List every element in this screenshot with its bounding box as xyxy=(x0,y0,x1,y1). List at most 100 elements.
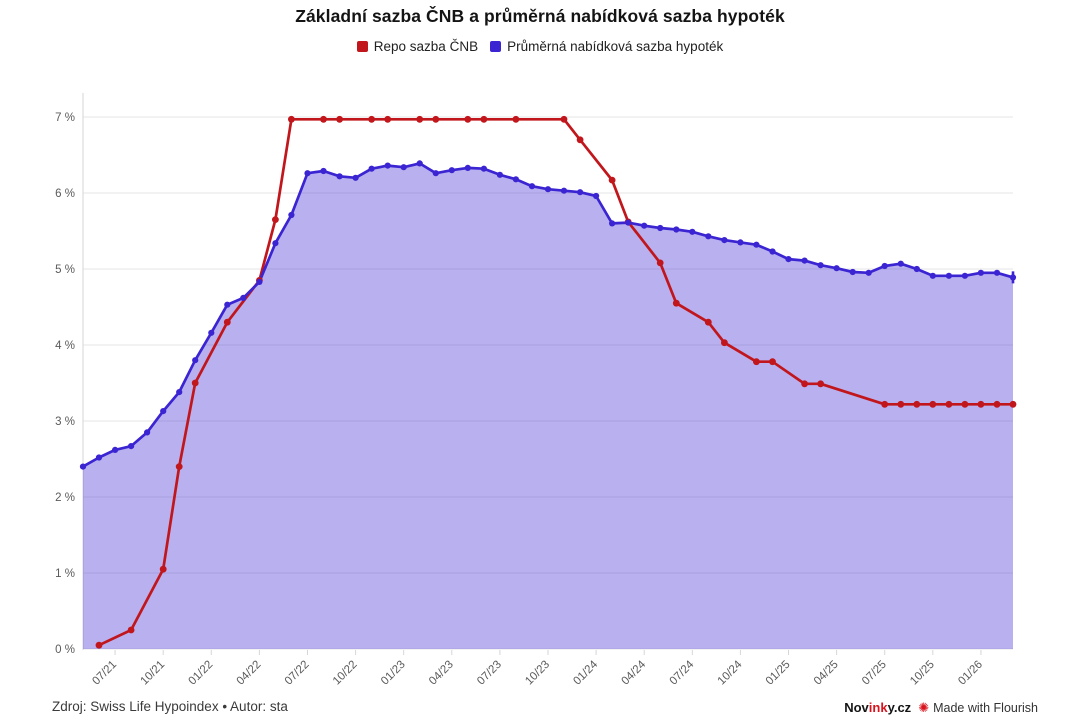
hypoindex-data-point[interactable] xyxy=(464,164,471,171)
hypoindex-data-point[interactable] xyxy=(528,183,536,190)
repo-data-point[interactable] xyxy=(288,115,295,123)
hypoindex-data-point[interactable] xyxy=(336,173,343,180)
repo-data-point[interactable] xyxy=(560,115,568,123)
hypoindex-data-point[interactable] xyxy=(593,192,600,200)
hypoindex-data-point[interactable] xyxy=(160,408,167,415)
repo-data-point[interactable] xyxy=(368,115,375,123)
hypoindex-data-point[interactable] xyxy=(753,241,760,248)
hypoindex-data-point[interactable] xyxy=(961,272,969,279)
repo-data-point[interactable] xyxy=(704,318,712,326)
repo-data-point[interactable] xyxy=(464,115,472,123)
hypoindex-data-point[interactable] xyxy=(240,294,247,301)
hypoindex-data-point[interactable] xyxy=(432,170,439,177)
repo-data-point[interactable] xyxy=(945,400,953,408)
hypoindex-data-point[interactable] xyxy=(801,257,808,264)
repo-data-point[interactable] xyxy=(1009,400,1017,408)
hypoindex-data-point[interactable] xyxy=(512,176,520,183)
repo-data-point[interactable] xyxy=(672,299,680,307)
hypoindex-data-point[interactable] xyxy=(288,211,295,219)
repo-data-point[interactable] xyxy=(721,339,728,347)
hypoindex-data-point[interactable] xyxy=(384,162,391,169)
repo-data-point[interactable] xyxy=(961,400,969,408)
repo-data-point[interactable] xyxy=(576,136,584,144)
hypoindex-data-point[interactable] xyxy=(769,248,776,255)
repo-data-point[interactable] xyxy=(336,115,343,123)
hypoindex-data-point[interactable] xyxy=(993,269,1001,276)
hypoindex-data-point[interactable] xyxy=(833,265,840,272)
hypoindex-data-point[interactable] xyxy=(881,262,888,270)
repo-data-point[interactable] xyxy=(272,216,279,224)
hypoindex-data-point[interactable] xyxy=(577,189,584,196)
flourish-credit[interactable]: ✺ Made with Flourish xyxy=(918,701,1038,715)
repo-data-point[interactable] xyxy=(159,565,167,573)
hypoindex-data-point[interactable] xyxy=(673,226,680,233)
repo-data-point[interactable] xyxy=(320,115,327,123)
hypoindex-data-point[interactable] xyxy=(400,164,407,171)
hypoindex-data-point[interactable] xyxy=(496,171,503,178)
hypoindex-data-point[interactable] xyxy=(304,170,311,177)
hypoindex-data-point[interactable] xyxy=(641,222,648,229)
repo-data-point[interactable] xyxy=(175,463,183,470)
hypoindex-data-point[interactable] xyxy=(849,268,856,276)
hypoindex-data-point[interactable] xyxy=(416,160,423,167)
hypoindex-data-point[interactable] xyxy=(609,220,616,227)
repo-data-point[interactable] xyxy=(512,115,520,123)
repo-data-point[interactable] xyxy=(897,400,905,408)
hypoindex-data-point[interactable] xyxy=(560,187,568,194)
hypoindex-data-point[interactable] xyxy=(224,301,231,308)
hypoindex-data-point[interactable] xyxy=(945,272,953,279)
hypoindex-data-point[interactable] xyxy=(352,174,359,181)
hypoindex-data-point[interactable] xyxy=(657,224,664,232)
hypoindex-data-point[interactable] xyxy=(737,239,744,246)
repo-data-point[interactable] xyxy=(929,400,937,408)
hypoindex-data-point[interactable] xyxy=(721,237,728,244)
hypoindex-data-point[interactable] xyxy=(785,256,792,263)
hypoindex-data-point[interactable] xyxy=(1009,274,1017,281)
hypoindex-data-point[interactable] xyxy=(929,272,936,279)
repo-data-point[interactable] xyxy=(977,400,985,408)
hypoindex-data-point[interactable] xyxy=(913,265,920,273)
legend-item-repo[interactable]: Repo sazba ČNB xyxy=(356,39,478,54)
repo-data-point[interactable] xyxy=(127,626,135,634)
repo-data-point[interactable] xyxy=(416,115,424,123)
novinky-logo[interactable]: Novinky.cz xyxy=(844,700,912,715)
hypoindex-data-point[interactable] xyxy=(865,269,872,276)
repo-data-point[interactable] xyxy=(881,400,889,408)
repo-data-point[interactable] xyxy=(753,358,760,366)
hypoindex-data-point[interactable] xyxy=(95,454,103,461)
repo-data-point[interactable] xyxy=(913,400,921,408)
hypoindex-data-point[interactable] xyxy=(977,269,985,276)
repo-data-point[interactable] xyxy=(95,641,103,649)
hypoindex-data-point[interactable] xyxy=(176,389,183,396)
repo-data-point[interactable] xyxy=(432,115,440,123)
repo-data-point[interactable] xyxy=(480,115,488,123)
legend-item-hypoindex[interactable]: Průměrná nabídková sazba hypoték xyxy=(490,39,723,54)
repo-data-point[interactable] xyxy=(223,318,231,326)
hypoindex-data-point[interactable] xyxy=(128,443,135,450)
hypoindex-data-point[interactable] xyxy=(79,463,87,470)
hypoindex-data-point[interactable] xyxy=(817,262,824,269)
hypoindex-data-point[interactable] xyxy=(368,165,375,172)
repo-data-point[interactable] xyxy=(384,115,392,123)
repo-data-point[interactable] xyxy=(191,379,199,387)
hypoindex-data-point[interactable] xyxy=(544,186,552,193)
hypoindex-data-point[interactable] xyxy=(705,233,712,240)
repo-data-point[interactable] xyxy=(993,400,1001,408)
hypoindex-data-point[interactable] xyxy=(897,260,904,267)
repo-data-point[interactable] xyxy=(656,259,664,267)
hypoindex-data-point[interactable] xyxy=(448,167,455,174)
repo-data-point[interactable] xyxy=(817,380,824,388)
hypoindex-data-point[interactable] xyxy=(689,228,696,235)
hypoindex-data-point[interactable] xyxy=(112,446,119,453)
repo-data-point[interactable] xyxy=(801,380,808,388)
repo-data-point[interactable] xyxy=(769,358,776,366)
hypoindex-data-point[interactable] xyxy=(192,357,199,364)
hypoindex-data-point[interactable] xyxy=(625,219,632,226)
hypoindex-data-point[interactable] xyxy=(208,329,215,336)
repo-data-point[interactable] xyxy=(608,176,616,184)
hypoindex-data-point[interactable] xyxy=(144,429,151,436)
hypoindex-data-point[interactable] xyxy=(480,165,487,172)
hypoindex-data-point[interactable] xyxy=(256,278,263,285)
hypoindex-data-point[interactable] xyxy=(272,240,279,247)
hypoindex-data-point[interactable] xyxy=(320,167,327,175)
